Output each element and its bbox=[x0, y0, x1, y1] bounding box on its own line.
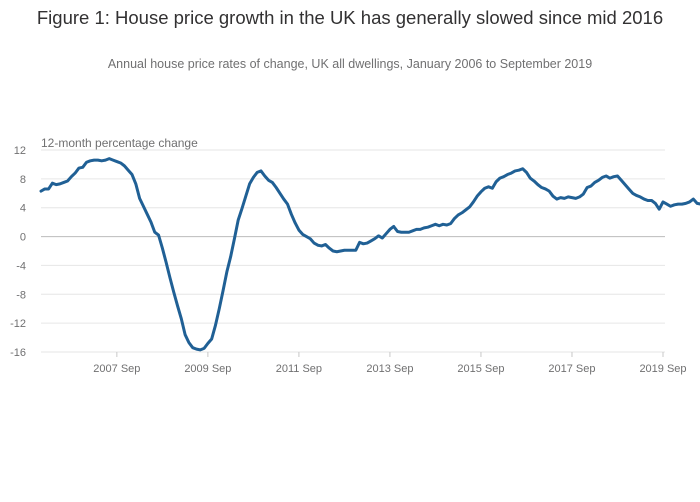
x-tick-label: 2019 Sep bbox=[639, 363, 686, 375]
x-tick-label: 2007 Sep bbox=[93, 363, 140, 375]
y-axis-label: 12-month percentage change bbox=[41, 136, 198, 150]
x-tick-label: 2011 Sep bbox=[276, 363, 322, 375]
y-tick-label: -4 bbox=[16, 260, 26, 272]
x-tick-label: 2013 Sep bbox=[366, 363, 413, 375]
x-axis-ticks: 2007 Sep 2009 Sep 2011 Sep 2013 Sep 2015 Sep… bbox=[93, 352, 687, 375]
chart-subtitle: Annual house price rates of change, UK a… bbox=[107, 57, 593, 71]
y-tick-label: 0 bbox=[20, 232, 26, 244]
y-tick-label: 4 bbox=[20, 203, 26, 215]
x-tick-label: 2009 Sep bbox=[184, 363, 231, 375]
y-tick-label: 8 bbox=[20, 174, 26, 186]
x-tick-label: 2017 Sep bbox=[548, 363, 595, 375]
x-tick-label: 2015 Sep bbox=[457, 363, 504, 375]
y-tick-label: -12 bbox=[10, 318, 26, 330]
y-tick-label: 12 bbox=[14, 145, 26, 157]
chart-title: Figure 1: House price growth in the UK h… bbox=[36, 7, 664, 28]
y-tick-label: -16 bbox=[10, 347, 26, 359]
y-tick-label: -8 bbox=[16, 289, 26, 301]
y-axis-ticks: 12 8 4 0 -4 -8 -12 -16 bbox=[10, 145, 26, 359]
series-group bbox=[39, 157, 700, 352]
series-line bbox=[39, 157, 700, 352]
